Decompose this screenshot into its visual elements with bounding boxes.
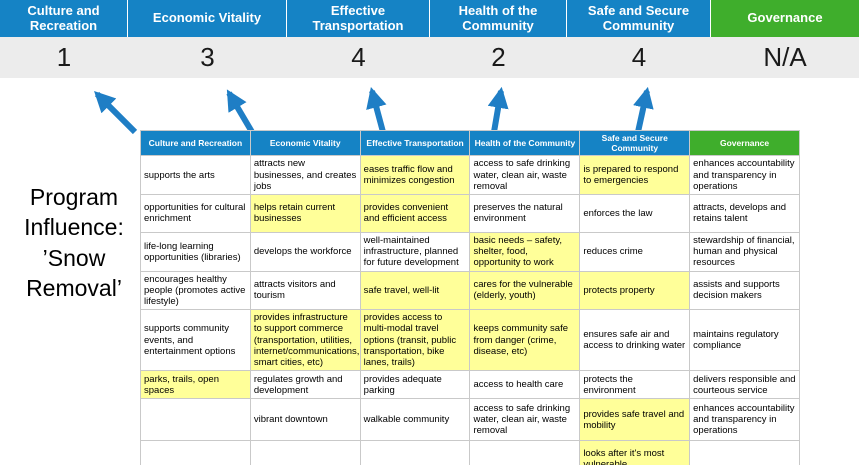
score-effective-transportation: 4: [351, 42, 366, 72]
arrow-up-icon: [94, 91, 138, 135]
matrix-cell: parks, trails, open spaces: [140, 370, 251, 400]
score-governance: N/A: [763, 42, 807, 72]
matrix-cell: preserves the natural environment: [469, 193, 581, 233]
matrix-cell: maintains regulatory compliance: [689, 309, 800, 372]
matrix-cell: cares for the vulnerable (elderly, youth…: [469, 270, 581, 311]
matrix-cell: access to health care: [469, 370, 581, 400]
matrix-cell: provides access to multi-modal travel op…: [359, 309, 471, 372]
matrix-cell: ensures safe air and access to drinking …: [579, 309, 691, 372]
matrix-cell: provides safe travel and mobility: [579, 398, 691, 442]
matrix-cell: delivers responsible and courteous servi…: [689, 370, 800, 400]
matrix-cell: develops the workforce: [249, 231, 361, 272]
matrix-header-health-of-the-community: Health of the Community: [469, 129, 581, 157]
matrix-cell: stewardship of financial, human and phys…: [689, 231, 800, 272]
matrix-cell: [249, 440, 361, 465]
matrix-cell: attracts visitors and tourism: [249, 270, 361, 311]
arrow-up-icon: [366, 86, 387, 133]
program-influence-title: Program Influence: ’Snow Removal’: [24, 184, 124, 302]
matrix-row: opportunities for cultural enrichment he…: [140, 193, 800, 233]
matrix-cell: access to safe drinking water, clean air…: [469, 155, 581, 195]
arrow-up-icon: [226, 89, 255, 134]
matrix-row: supports community events, and entertain…: [140, 309, 800, 372]
matrix-cell: walkable community: [359, 398, 471, 442]
matrix-cell: provides infrastructure to support comme…: [249, 309, 361, 372]
matrix-cell: [140, 398, 251, 442]
matrix-cell: looks after it's most vulnerable: [579, 440, 691, 465]
matrix-row: supports the arts attracts new businesse…: [140, 155, 800, 195]
matrix-cell: [359, 440, 471, 465]
matrix-cell: [140, 440, 251, 465]
matrix-cell: [689, 440, 800, 465]
matrix-cell: reduces crime: [579, 231, 691, 272]
category-health-of-the-community: Health of the Community: [430, 0, 567, 37]
matrix-cell: life-long learning opportunities (librar…: [140, 231, 251, 272]
matrix-cell: protects the environment: [579, 370, 691, 400]
matrix-cell: [469, 440, 581, 465]
matrix-cell: provides adequate parking: [359, 370, 471, 400]
score-safe-and-secure-community: 4: [631, 42, 647, 72]
matrix-cell: assists and supports decision makers: [689, 270, 800, 311]
matrix-row: looks after it's most vulnerable: [140, 440, 800, 465]
score-health-of-the-community: 2: [491, 42, 506, 72]
matrix-cell: protects property: [579, 270, 691, 311]
matrix-cell: encourages healthy people (promotes acti…: [140, 270, 251, 311]
matrix-cell: keeps community safe from danger (crime,…: [469, 309, 581, 372]
matrix-cell: enforces the law: [579, 193, 691, 233]
matrix-cell: attracts, develops and retains talent: [689, 193, 800, 233]
category-header-row: Culture and Recreation Economic Vitality…: [0, 0, 859, 37]
category-governance: Governance: [711, 0, 859, 37]
matrix-cell: safe travel, well-lit: [359, 270, 471, 311]
matrix-cell: enhances accountability and transparency…: [689, 155, 800, 195]
matrix-row: vibrant downtown walkable community acce…: [140, 398, 800, 442]
matrix-header-row: Culture and Recreation Economic Vitality…: [140, 129, 800, 157]
matrix-header-governance: Governance: [689, 129, 800, 157]
category-safe-and-secure-community: Safe and Secure Community: [567, 0, 711, 37]
matrix-row: parks, trails, open spaces regulates gro…: [140, 370, 800, 400]
matrix-row: encourages healthy people (promotes acti…: [140, 270, 800, 311]
matrix-cell: attracts new businesses, and creates job…: [249, 155, 361, 195]
matrix-header-safe-and-secure-community: Safe and Secure Community: [579, 129, 691, 157]
score-culture-and-recreation: 1: [56, 42, 72, 72]
matrix-cell: opportunities for cultural enrichment: [140, 193, 251, 233]
matrix-cell: regulates growth and development: [249, 370, 361, 400]
matrix-header-effective-transportation: Effective Transportation: [359, 129, 471, 157]
category-culture-and-recreation: Culture and Recreation: [0, 0, 128, 37]
category-economic-vitality: Economic Vitality: [128, 0, 287, 37]
arrow-up-icon: [633, 86, 654, 133]
matrix-cell: eases traffic flow and minimizes congest…: [359, 155, 471, 195]
matrix-header-economic-vitality: Economic Vitality: [249, 129, 361, 157]
matrix-row: life-long learning opportunities (librar…: [140, 231, 800, 272]
influence-matrix-table: Culture and Recreation Economic Vitality…: [140, 129, 800, 465]
arrows-layer: [94, 86, 654, 135]
matrix-cell: vibrant downtown: [249, 398, 361, 442]
matrix-cell: well-maintained infrastructure, planned …: [359, 231, 471, 272]
matrix-cell: enhances accountability and transparency…: [689, 398, 800, 442]
matrix-cell: supports community events, and entertain…: [140, 309, 251, 372]
matrix-cell: supports the arts: [140, 155, 251, 195]
matrix-cell: is prepared to respond to emergencies: [579, 155, 691, 195]
category-effective-transportation: Effective Transportation: [287, 0, 430, 37]
matrix-cell: access to safe drinking water, clean air…: [469, 398, 581, 442]
score-row: 1 3 4 2 4 N/A: [0, 37, 859, 78]
matrix-cell: helps retain current businesses: [249, 193, 361, 233]
score-economic-vitality: 3: [200, 42, 215, 72]
matrix-cell: provides convenient and efficient access: [359, 193, 471, 233]
matrix-header-culture-and-recreation: Culture and Recreation: [140, 129, 251, 157]
matrix-cell: basic needs – safety, shelter, food, opp…: [469, 231, 581, 272]
arrow-up-icon: [487, 86, 509, 133]
